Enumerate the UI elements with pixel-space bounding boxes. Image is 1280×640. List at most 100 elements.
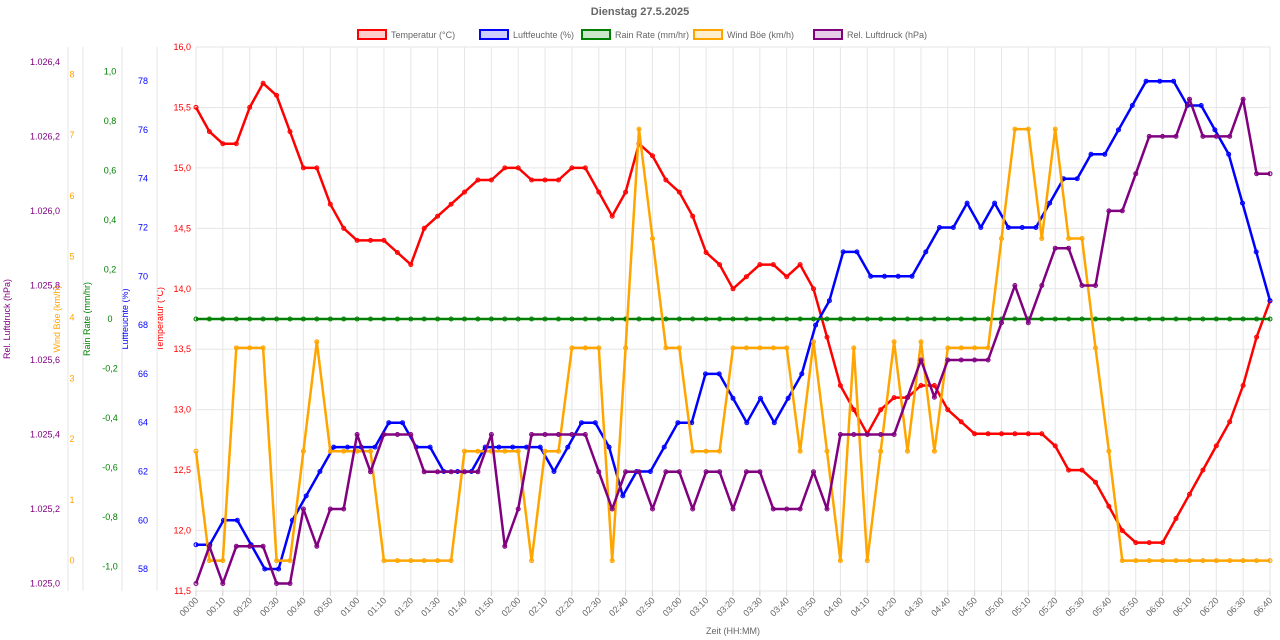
- data-point-wind: [636, 126, 642, 132]
- data-point-press: [381, 432, 387, 437]
- series-line-wind: [194, 127, 1270, 562]
- data-point-press: [193, 581, 199, 586]
- data-point-temp: [1160, 540, 1166, 546]
- data-point-temp: [999, 431, 1004, 437]
- data-point-temp: [1066, 467, 1072, 473]
- data-point-rain: [757, 316, 763, 322]
- legend-item-hum: Luftfeuchte (%): [479, 29, 574, 40]
- data-point-hum: [427, 444, 433, 450]
- data-point-hum: [1267, 298, 1273, 304]
- data-point-press: [408, 432, 414, 437]
- data-point-hum: [400, 420, 405, 426]
- data-point-hum: [923, 249, 929, 255]
- data-point-wind: [878, 448, 884, 454]
- data-point-press: [1106, 208, 1112, 214]
- data-point-temp: [1240, 383, 1246, 388]
- data-point-wind: [1160, 558, 1166, 564]
- data-point-temp: [475, 177, 481, 183]
- x-tick-label: 06:20: [1198, 595, 1221, 618]
- data-point-wind: [891, 339, 897, 345]
- data-point-press: [1146, 133, 1152, 139]
- x-tick-label: 03:20: [714, 595, 737, 618]
- data-point-rain: [811, 316, 816, 322]
- data-point-temp: [730, 286, 736, 292]
- data-point-rain: [1052, 316, 1058, 322]
- data-point-wind: [233, 345, 239, 351]
- data-point-temp: [757, 262, 763, 268]
- data-point-hum: [234, 517, 240, 523]
- data-point-rain: [717, 316, 723, 322]
- data-point-hum: [579, 420, 584, 426]
- data-point-hum: [675, 420, 681, 426]
- data-point-rain: [394, 316, 400, 322]
- data-point-wind: [1066, 236, 1072, 241]
- legend-item-temp: Temperatur (°C): [357, 29, 455, 40]
- data-point-hum: [730, 395, 736, 401]
- data-point-wind: [1146, 558, 1152, 564]
- data-point-hum: [703, 371, 708, 377]
- data-point-press: [1119, 208, 1125, 214]
- data-point-temp: [1133, 540, 1139, 546]
- data-point-temp: [274, 92, 280, 98]
- data-point-temp: [811, 286, 816, 292]
- x-tick-label: 02:50: [634, 595, 657, 618]
- data-point-temp: [354, 237, 360, 243]
- data-point-press: [878, 432, 884, 437]
- data-point-wind: [837, 558, 843, 564]
- data-point-press: [247, 543, 253, 549]
- data-point-wind: [757, 345, 763, 351]
- data-point-rain: [475, 316, 481, 322]
- data-point-rain: [1146, 316, 1152, 322]
- x-tick-label: 03:40: [768, 595, 791, 618]
- data-point-wind: [448, 558, 454, 564]
- data-point-temp: [1093, 479, 1098, 485]
- x-tick-label: 00:40: [285, 595, 308, 618]
- data-point-wind: [1093, 345, 1098, 351]
- x-tick-label: 05:00: [983, 595, 1006, 618]
- data-point-temp: [435, 213, 441, 219]
- data-point-temp: [1052, 443, 1058, 449]
- data-point-hum: [964, 200, 970, 206]
- data-point-hum: [1240, 200, 1245, 206]
- data-point-rain: [824, 316, 830, 322]
- legend-swatch-press: [813, 29, 843, 40]
- data-point-rain: [1119, 316, 1125, 322]
- data-point-temp: [596, 189, 602, 195]
- data-point-temp: [1254, 334, 1260, 340]
- data-point-wind: [569, 345, 575, 351]
- data-point-rain: [529, 316, 535, 322]
- series-rain: [193, 316, 1273, 322]
- data-point-press: [663, 469, 669, 475]
- data-point-temp: [918, 383, 924, 388]
- data-point-rain: [1079, 316, 1085, 322]
- x-tick-label: 05:40: [1090, 595, 1113, 618]
- data-point-hum: [661, 444, 667, 450]
- data-point-press: [945, 357, 951, 363]
- data-point-rain: [488, 316, 494, 322]
- x-tick-label: 02:30: [580, 595, 603, 618]
- data-point-wind: [247, 345, 253, 351]
- data-point-wind: [529, 558, 535, 564]
- data-point-hum: [1143, 78, 1149, 84]
- data-point-wind: [542, 448, 548, 454]
- data-point-hum: [592, 420, 598, 426]
- data-point-press: [1133, 171, 1139, 177]
- data-point-wind: [287, 558, 293, 564]
- x-tick-label: 02:20: [553, 595, 576, 618]
- y-tick-label-press: 1.025,2: [30, 504, 60, 514]
- data-point-wind: [1025, 126, 1031, 132]
- data-point-rain: [1187, 316, 1192, 322]
- data-point-hum: [647, 469, 653, 474]
- data-point-rain: [905, 316, 910, 322]
- data-point-temp: [220, 141, 226, 147]
- data-point-press: [1267, 171, 1273, 177]
- y-tick-label-rain: 0: [107, 314, 112, 324]
- data-point-press: [368, 469, 373, 475]
- series-line-hum: [196, 79, 1272, 571]
- data-point-hum: [1171, 78, 1177, 84]
- y-tick-label-temp: 12,0: [173, 526, 191, 536]
- data-point-wind: [730, 345, 736, 351]
- data-point-wind: [260, 345, 266, 351]
- data-point-rain: [851, 316, 857, 322]
- data-point-rain: [233, 316, 239, 322]
